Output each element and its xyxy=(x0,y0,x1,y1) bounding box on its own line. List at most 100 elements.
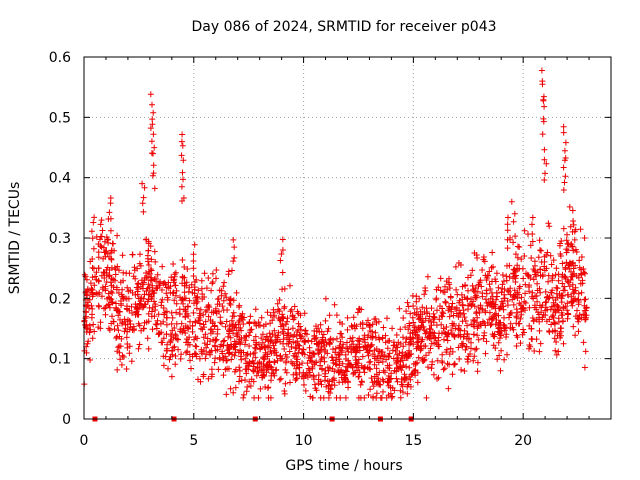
data-point xyxy=(465,287,471,294)
data-point xyxy=(315,340,321,347)
data-point xyxy=(136,341,143,348)
data-point xyxy=(559,312,566,318)
data-point xyxy=(108,320,115,327)
data-point xyxy=(222,353,229,360)
data-point xyxy=(191,300,197,307)
data-point xyxy=(208,309,215,316)
data-point xyxy=(561,287,568,294)
data-point xyxy=(493,289,500,296)
data-point xyxy=(212,337,219,344)
data-point xyxy=(125,288,132,295)
data-point xyxy=(99,227,106,234)
data-point xyxy=(492,276,499,283)
data-point xyxy=(131,264,138,271)
data-point xyxy=(511,266,518,273)
data-point xyxy=(89,335,96,342)
data-point xyxy=(580,311,587,318)
data-point xyxy=(575,290,582,297)
data-point xyxy=(132,291,139,298)
data-point xyxy=(141,319,148,326)
data-point xyxy=(212,355,219,362)
data-point xyxy=(316,329,323,335)
data-point xyxy=(348,338,355,345)
data-point xyxy=(439,351,446,358)
data-point xyxy=(572,246,579,253)
data-point xyxy=(223,294,230,301)
data-point xyxy=(171,297,178,304)
data-point xyxy=(146,284,153,291)
data-point xyxy=(91,214,98,221)
data-point xyxy=(513,314,520,321)
data-point xyxy=(455,313,462,320)
data-point xyxy=(349,324,356,330)
data-point xyxy=(150,162,157,169)
data-point xyxy=(575,296,582,303)
data-point xyxy=(259,372,266,379)
data-point xyxy=(237,353,244,360)
data-point xyxy=(505,214,511,221)
data-point xyxy=(426,325,433,332)
data-point xyxy=(417,342,424,349)
data-point xyxy=(279,269,286,276)
data-point xyxy=(375,353,381,359)
data-point xyxy=(386,362,393,369)
data-point xyxy=(220,307,227,314)
data-point xyxy=(363,321,370,328)
y-tick-label: 0.1 xyxy=(49,352,71,368)
data-point xyxy=(583,304,590,311)
data-point xyxy=(541,156,548,163)
data-point xyxy=(271,359,278,366)
data-point xyxy=(403,308,410,315)
data-point xyxy=(508,198,515,205)
data-point xyxy=(190,273,197,279)
data-point xyxy=(350,314,357,321)
data-point xyxy=(545,278,552,285)
data-point xyxy=(493,296,500,303)
data-point xyxy=(367,322,374,329)
data-point xyxy=(150,109,157,116)
data-point xyxy=(331,382,338,389)
data-point xyxy=(238,339,244,346)
data-point xyxy=(415,312,422,318)
data-point xyxy=(148,276,155,283)
data-point xyxy=(583,312,590,319)
data-point xyxy=(543,298,550,305)
data-point xyxy=(562,173,569,180)
data-point xyxy=(414,339,420,346)
data-point xyxy=(504,298,511,304)
data-point xyxy=(90,321,97,328)
data-point xyxy=(355,356,362,363)
data-point xyxy=(471,331,477,338)
data-point xyxy=(529,231,536,237)
data-point xyxy=(380,378,387,385)
data-point xyxy=(455,344,462,351)
data-point xyxy=(437,303,443,310)
data-point xyxy=(470,357,477,364)
data-point xyxy=(262,384,269,390)
data-point xyxy=(104,264,111,271)
data-point xyxy=(246,343,253,349)
data-point xyxy=(279,247,286,253)
data-point xyxy=(140,208,147,215)
data-point xyxy=(111,326,118,333)
data-point xyxy=(430,371,437,378)
data-point xyxy=(518,256,525,263)
data-point xyxy=(149,288,156,295)
data-point xyxy=(125,295,132,302)
data-point xyxy=(354,360,361,367)
data-point xyxy=(247,313,254,320)
data-point xyxy=(179,142,186,149)
data-point xyxy=(573,272,580,279)
data-point xyxy=(216,356,223,363)
data-point xyxy=(335,351,342,358)
data-point xyxy=(147,91,154,98)
data-point xyxy=(309,394,316,401)
data-point xyxy=(468,302,475,309)
data-point xyxy=(439,313,446,320)
data-point xyxy=(555,271,562,278)
data-point xyxy=(564,307,571,314)
data-point xyxy=(555,277,562,284)
data-point xyxy=(228,317,235,324)
data-point xyxy=(100,244,107,251)
data-point xyxy=(95,265,102,272)
